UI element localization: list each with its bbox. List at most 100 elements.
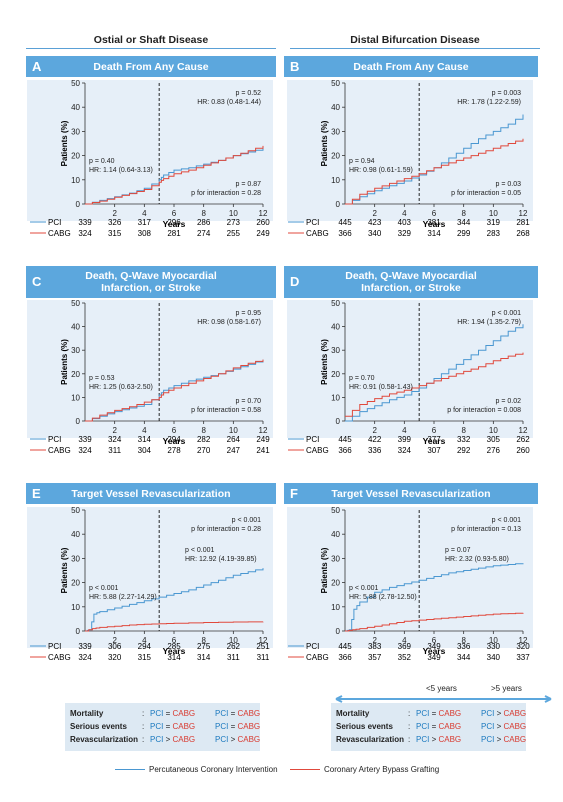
risk-count-cabg: 344 bbox=[457, 653, 471, 662]
risk-count-pci: 445 bbox=[338, 642, 352, 651]
risk-count-pci: 264 bbox=[227, 435, 241, 444]
risk-label-pci: PCI bbox=[306, 218, 319, 227]
risk-count-cabg: 324 bbox=[78, 229, 92, 238]
x-tick-label: 12 bbox=[259, 209, 268, 218]
risk-label-cabg: CABG bbox=[48, 229, 71, 238]
series-line-pci bbox=[85, 568, 264, 632]
panel-d-header: D Death, Q-Wave Myocardial Infarction, o… bbox=[284, 266, 538, 298]
risk-count-pci: 377 bbox=[427, 435, 441, 444]
x-tick-label: 12 bbox=[519, 209, 528, 218]
risk-count-pci: 319 bbox=[487, 218, 501, 227]
risk-label-pci: PCI bbox=[306, 435, 319, 444]
annotation-early-period: p = 0.40 bbox=[89, 158, 115, 165]
risk-count-cabg: 268 bbox=[516, 229, 530, 238]
risk-count-cabg: 308 bbox=[138, 229, 152, 238]
summary-box bbox=[65, 703, 260, 751]
x-tick-label: 2 bbox=[372, 209, 377, 218]
risk-count-cabg: 274 bbox=[197, 229, 211, 238]
y-tick-label: 20 bbox=[71, 579, 80, 588]
risk-label-cabg: CABG bbox=[48, 446, 71, 455]
risk-count-cabg: 315 bbox=[138, 653, 152, 662]
x-tick-label: 4 bbox=[142, 209, 147, 218]
risk-count-cabg: 366 bbox=[338, 446, 352, 455]
panel-letter: B bbox=[290, 58, 300, 74]
annotation-late-hr: p < 0.001 bbox=[185, 547, 214, 554]
x-tick-label: 8 bbox=[201, 426, 206, 435]
column-divider-left bbox=[26, 48, 276, 49]
summary-row-label: Revascularization bbox=[70, 735, 139, 744]
y-tick-label: 20 bbox=[71, 152, 80, 161]
panel-d-chart: 0 10 20 30 40 50 2 4 6 8 10 12 Years Patients (%) p = … bbox=[287, 299, 533, 455]
x-tick-label: 10 bbox=[229, 426, 238, 435]
risk-count-pci: 336 bbox=[457, 642, 471, 651]
summary-comparison: PCI > CABG bbox=[481, 735, 527, 744]
annotation-late-period: p = 0.52 bbox=[236, 90, 262, 97]
annotation-early-period: p = 0.53 bbox=[89, 375, 115, 382]
y-tick-label: 40 bbox=[331, 323, 340, 332]
risk-count-cabg: 329 bbox=[398, 229, 412, 238]
risk-count-pci: 305 bbox=[487, 435, 501, 444]
y-axis-label: Patients (%) bbox=[320, 547, 329, 593]
summary-comparison: PCI > CABG bbox=[416, 735, 462, 744]
summary-row-label: Mortality bbox=[70, 709, 104, 718]
summary-row-label: Serious events bbox=[336, 722, 393, 731]
x-axis-label: Years bbox=[163, 219, 186, 229]
y-tick-label: 0 bbox=[76, 417, 81, 426]
risk-count-pci: 423 bbox=[368, 218, 382, 227]
panel-title: Death From Any Cause bbox=[353, 60, 469, 73]
annotation-late-period: HR: 1.78 (1.22-2.59) bbox=[457, 99, 521, 106]
risk-count-cabg: 366 bbox=[338, 229, 352, 238]
annotation-early-period: HR: 5.88 (2.27-14.29) bbox=[89, 594, 157, 601]
risk-count-cabg: 255 bbox=[227, 229, 241, 238]
panel-e-header: E Target Vessel Revascularization bbox=[26, 483, 276, 504]
risk-count-cabg: 357 bbox=[368, 653, 382, 662]
risk-count-cabg: 304 bbox=[138, 446, 152, 455]
x-axis-label: Years bbox=[163, 436, 186, 446]
column-divider-right bbox=[290, 48, 540, 49]
annotation-late-period: p < 0.001 bbox=[492, 517, 521, 524]
y-tick-label: 0 bbox=[76, 627, 81, 636]
y-tick-label: 40 bbox=[331, 530, 340, 539]
legend-line-cabg bbox=[290, 768, 320, 771]
annotation-late-interaction: p = 0.70 bbox=[236, 398, 262, 405]
y-axis-label: Patients (%) bbox=[320, 120, 329, 166]
y-tick-label: 30 bbox=[71, 554, 80, 563]
risk-count-cabg: 276 bbox=[487, 446, 501, 455]
risk-label-pci: PCI bbox=[48, 642, 61, 651]
x-tick-label: 10 bbox=[229, 636, 238, 645]
risk-count-pci: 317 bbox=[138, 218, 152, 227]
summary-row-label: Revascularization bbox=[336, 735, 405, 744]
x-tick-label: 10 bbox=[229, 209, 238, 218]
risk-count-cabg: 314 bbox=[197, 653, 211, 662]
x-tick-label: 6 bbox=[172, 209, 177, 218]
period-label: <5 years bbox=[426, 684, 457, 693]
risk-count-pci: 339 bbox=[78, 435, 92, 444]
risk-count-pci: 262 bbox=[516, 435, 530, 444]
summary-colon: : bbox=[142, 709, 145, 718]
y-tick-label: 50 bbox=[71, 299, 80, 308]
risk-count-cabg: 311 bbox=[257, 653, 270, 662]
risk-count-pci: 339 bbox=[78, 642, 92, 651]
risk-count-pci: 282 bbox=[197, 435, 211, 444]
y-tick-label: 50 bbox=[331, 506, 340, 515]
risk-count-pci: 285 bbox=[167, 642, 181, 651]
x-tick-label: 8 bbox=[461, 426, 466, 435]
risk-count-pci: 383 bbox=[368, 642, 382, 651]
x-axis-label: Years bbox=[423, 646, 446, 656]
series-line-cabg bbox=[85, 145, 264, 205]
risk-count-pci: 445 bbox=[338, 435, 352, 444]
summary-colon: : bbox=[142, 722, 145, 731]
risk-count-pci: 273 bbox=[227, 218, 241, 227]
annotation-early-period: HR: 0.98 (0.61-1.59) bbox=[349, 167, 413, 174]
annotation-late-interaction: p for interaction = 0.008 bbox=[447, 407, 521, 414]
x-tick-label: 6 bbox=[432, 426, 437, 435]
legend-pci: Percutaneous Coronary Intervention bbox=[115, 765, 278, 774]
risk-count-pci: 422 bbox=[368, 435, 382, 444]
summary-comparison: PCI = CABG bbox=[150, 709, 196, 718]
x-tick-label: 6 bbox=[172, 636, 177, 645]
annotation-late-interaction: p = 0.03 bbox=[496, 181, 522, 188]
risk-count-cabg: 299 bbox=[457, 229, 471, 238]
annotation-late-interaction: p for interaction = 0.05 bbox=[451, 190, 521, 197]
annotation-early-period: HR: 0.91 (0.58-1.43) bbox=[349, 384, 413, 391]
annotation-early-period: p < 0.001 bbox=[349, 585, 378, 592]
